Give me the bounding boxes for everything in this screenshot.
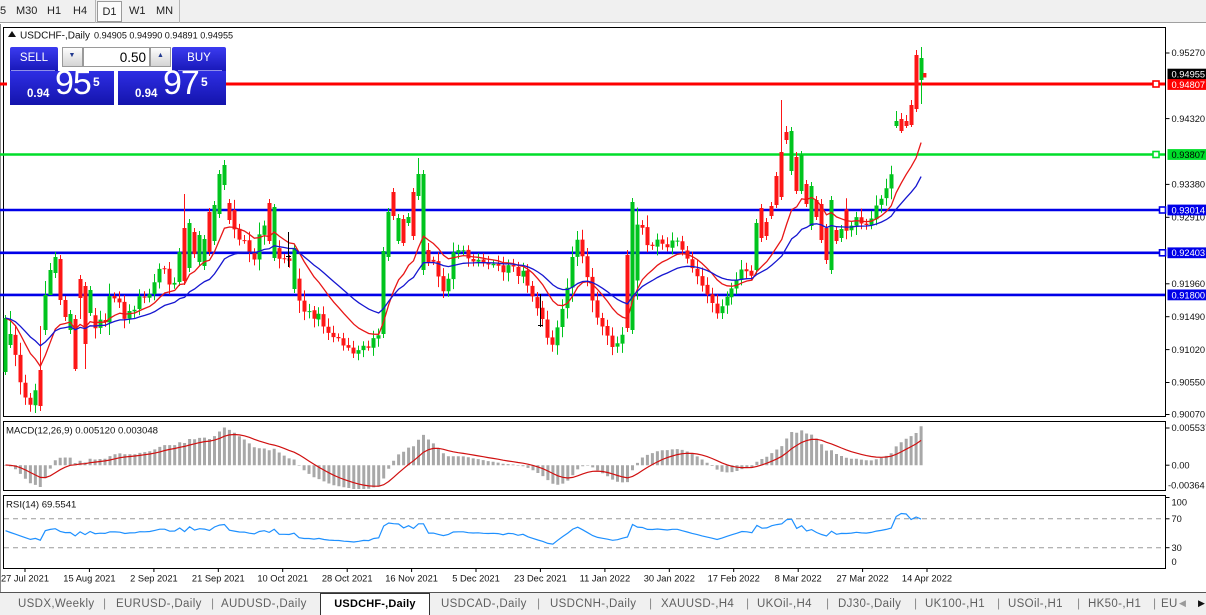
svg-text:8 Mar 2022: 8 Mar 2022 bbox=[775, 574, 822, 584]
svg-text:MACD(12,26,9) 0.005120 0.00304: MACD(12,26,9) 0.005120 0.003048 bbox=[6, 426, 158, 437]
svg-text:0.90550: 0.90550 bbox=[1172, 378, 1206, 388]
svg-text:0.94807: 0.94807 bbox=[1172, 80, 1206, 90]
svg-text:16 Nov 2021: 16 Nov 2021 bbox=[385, 574, 438, 584]
svg-text:0.91490: 0.91490 bbox=[1172, 312, 1206, 322]
svg-text:0.93807: 0.93807 bbox=[1172, 150, 1206, 160]
svg-text:0.91020: 0.91020 bbox=[1172, 345, 1206, 355]
svg-text:27 Jul 2021: 27 Jul 2021 bbox=[1, 574, 49, 584]
svg-text:0.94320: 0.94320 bbox=[1172, 114, 1206, 124]
svg-text:0.92403: 0.92403 bbox=[1172, 248, 1206, 258]
svg-text:2 Sep 2021: 2 Sep 2021 bbox=[130, 574, 178, 584]
svg-text:0: 0 bbox=[1172, 557, 1177, 567]
svg-text:70: 70 bbox=[1172, 514, 1182, 524]
svg-text:0.91960: 0.91960 bbox=[1172, 279, 1206, 289]
svg-text:30 Jan 2022: 30 Jan 2022 bbox=[644, 574, 695, 584]
svg-text:10 Oct 2021: 10 Oct 2021 bbox=[257, 574, 308, 584]
svg-text:100: 100 bbox=[1172, 498, 1188, 508]
svg-text:0.90070: 0.90070 bbox=[1172, 410, 1206, 420]
svg-text:21 Sep 2021: 21 Sep 2021 bbox=[192, 574, 245, 584]
svg-text:0.95270: 0.95270 bbox=[1172, 48, 1206, 58]
svg-text:0.94905 0.94990 0.94891 0.9495: 0.94905 0.94990 0.94891 0.94955 bbox=[94, 31, 233, 41]
svg-text:11 Jan 2022: 11 Jan 2022 bbox=[580, 574, 631, 584]
svg-text:0.91800: 0.91800 bbox=[1172, 290, 1206, 300]
svg-text:-0.00364: -0.00364 bbox=[1168, 481, 1205, 491]
svg-text:30: 30 bbox=[1172, 543, 1182, 553]
svg-text:27 Mar 2022: 27 Mar 2022 bbox=[836, 574, 888, 584]
svg-text:0.00: 0.00 bbox=[1172, 460, 1190, 470]
svg-text:0.92910: 0.92910 bbox=[1172, 213, 1206, 223]
svg-text:RSI(14) 69.5541: RSI(14) 69.5541 bbox=[6, 500, 76, 511]
svg-text:23 Dec 2021: 23 Dec 2021 bbox=[514, 574, 567, 584]
svg-text:0.93014: 0.93014 bbox=[1172, 205, 1206, 215]
svg-text:USDCHF-,Daily: USDCHF-,Daily bbox=[20, 31, 90, 42]
svg-text:17 Feb 2022: 17 Feb 2022 bbox=[708, 574, 760, 584]
svg-text:28 Oct 2021: 28 Oct 2021 bbox=[322, 574, 373, 584]
svg-text:5 Dec 2021: 5 Dec 2021 bbox=[452, 574, 500, 584]
svg-text:0.93380: 0.93380 bbox=[1172, 180, 1206, 190]
svg-text:0.94955: 0.94955 bbox=[1172, 70, 1206, 80]
svg-text:14 Apr 2022: 14 Apr 2022 bbox=[902, 574, 952, 584]
svg-text:0.005537: 0.005537 bbox=[1172, 423, 1206, 433]
svg-text:15 Aug 2021: 15 Aug 2021 bbox=[63, 574, 115, 584]
